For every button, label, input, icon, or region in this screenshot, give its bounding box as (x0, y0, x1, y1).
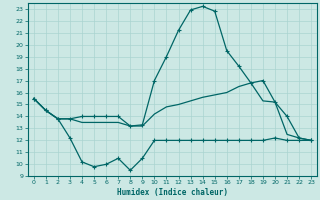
X-axis label: Humidex (Indice chaleur): Humidex (Indice chaleur) (117, 188, 228, 197)
